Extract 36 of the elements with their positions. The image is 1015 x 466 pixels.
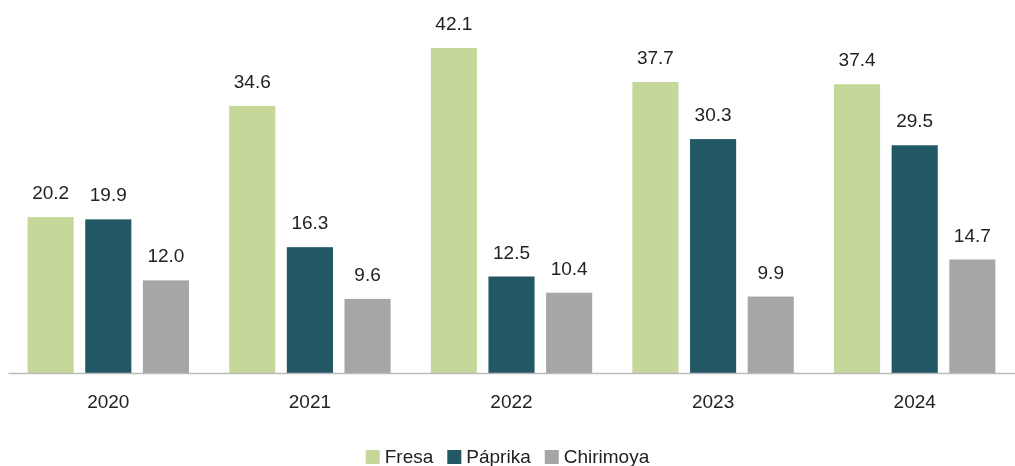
data-label: 10.4 — [550, 257, 589, 279]
bar — [949, 259, 996, 373]
x-tick-label: 2023 — [691, 391, 735, 413]
x-tick-label: 2024 — [893, 391, 937, 413]
bar — [344, 298, 391, 373]
legend-label: Fresa — [384, 446, 434, 466]
data-label: 16.3 — [291, 212, 329, 234]
x-tick-label: 2021 — [288, 391, 332, 413]
bar — [747, 296, 794, 373]
bar — [27, 217, 74, 373]
data-label: 9.6 — [354, 263, 381, 285]
data-label: 30.3 — [694, 104, 732, 126]
data-label: 37.7 — [636, 46, 674, 68]
bar — [690, 139, 737, 373]
bar — [632, 81, 679, 373]
bar — [286, 247, 333, 373]
data-label: 29.5 — [896, 110, 934, 132]
bar — [430, 48, 477, 373]
bar — [891, 145, 938, 373]
data-label: 34.6 — [233, 70, 271, 92]
data-label: 12.0 — [147, 245, 185, 267]
data-label: 14.7 — [953, 224, 991, 246]
data-label: 19.9 — [89, 184, 127, 206]
data-label: 20.2 — [32, 182, 70, 204]
bar — [85, 219, 132, 373]
data-label: 9.9 — [757, 261, 784, 283]
data-label: 37.4 — [838, 49, 876, 71]
x-tick-label: 2020 — [87, 391, 130, 413]
bar — [546, 292, 593, 373]
x-tick-label: 2022 — [490, 391, 533, 413]
bar — [488, 276, 535, 373]
bar — [229, 105, 276, 373]
bar — [834, 84, 881, 373]
data-label: 12.5 — [493, 241, 530, 263]
data-label: 42.1 — [435, 13, 473, 34]
bar — [142, 280, 189, 373]
